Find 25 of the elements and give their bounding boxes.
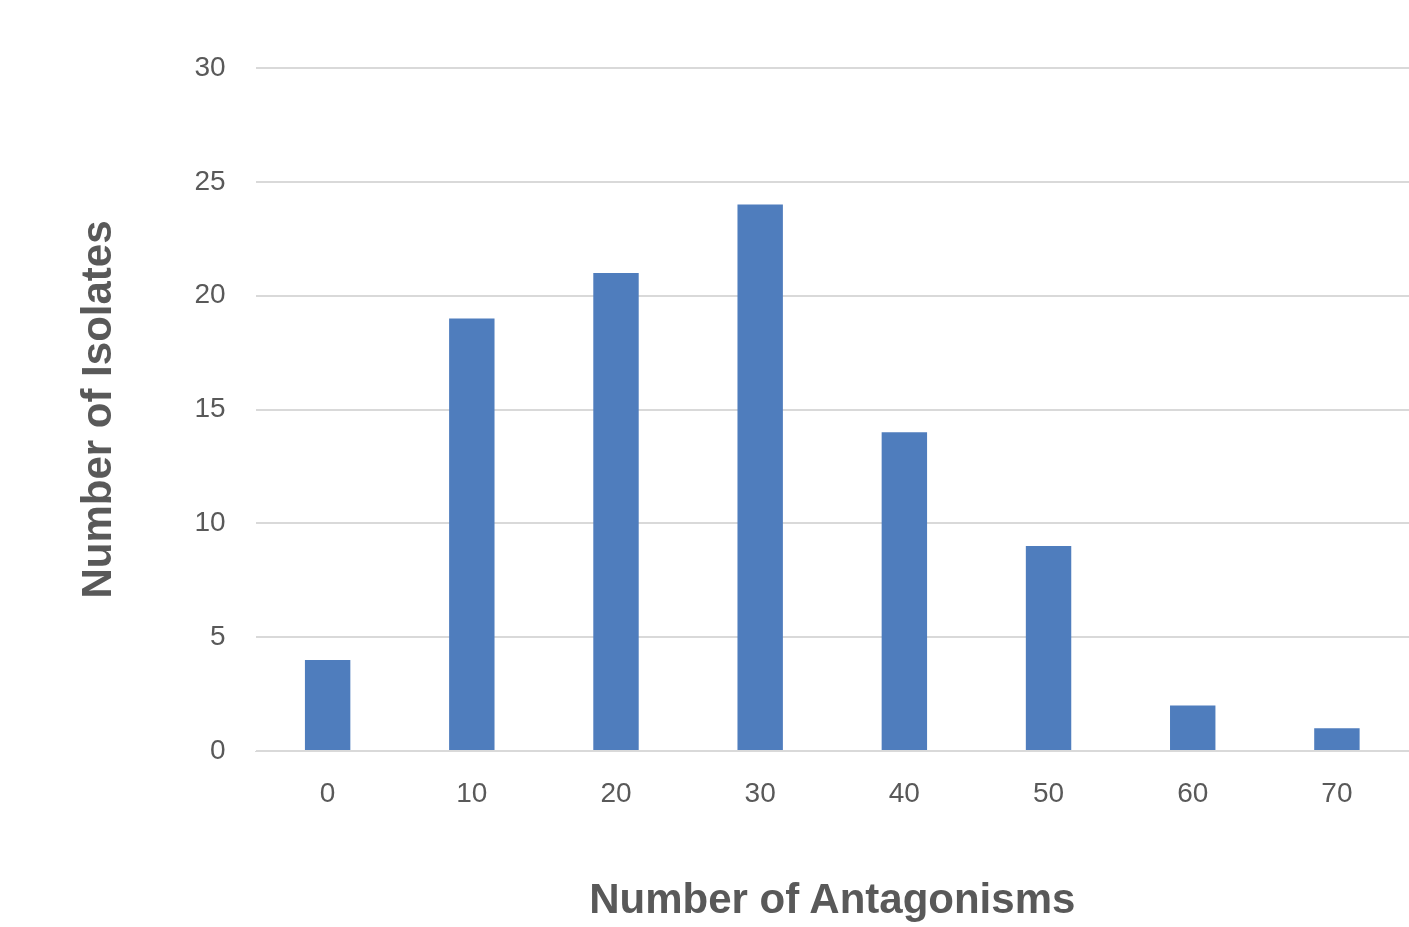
bar (304, 659, 351, 750)
bar (593, 272, 639, 750)
x-tick-label: 30 (744, 776, 776, 808)
bar (1314, 728, 1360, 750)
bar (1025, 546, 1072, 750)
bar (881, 432, 928, 750)
x-tick-label: 50 (1032, 776, 1065, 808)
y-tick-label: 15 (194, 392, 226, 424)
x-tick-label: 20 (600, 776, 632, 808)
x-tick-label: 60 (1177, 776, 1209, 808)
x-tick-label: 10 (456, 776, 488, 808)
y-tick-label: 30 (194, 50, 226, 82)
bar (1170, 705, 1216, 750)
x-tick-label: 0 (319, 776, 336, 808)
bar (737, 204, 783, 750)
y-tick-label: 20 (194, 278, 226, 310)
x-tick-label: 70 (1321, 776, 1353, 808)
x-tick-label: 40 (888, 776, 920, 808)
y-tick-label: 10 (194, 506, 226, 538)
y-axis-title: Number of Isolates (72, 220, 120, 599)
y-tick-label: 5 (209, 619, 226, 651)
y-tick-label: 0 (209, 733, 226, 765)
y-tick-label: 25 (194, 164, 226, 196)
x-axis-title: Number of Antagonisms (589, 875, 1076, 923)
bar (449, 318, 495, 750)
